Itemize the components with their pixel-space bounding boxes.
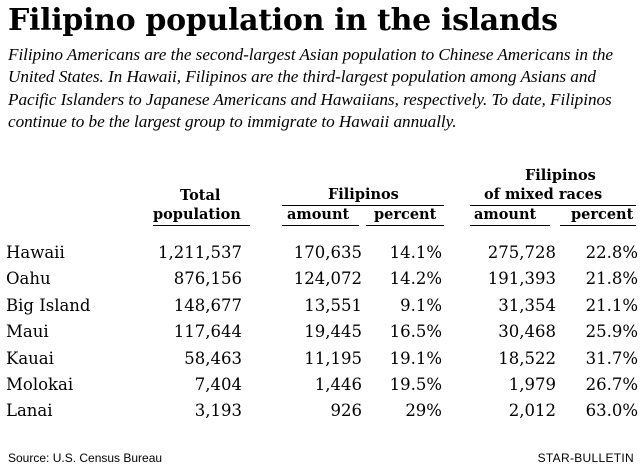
cell-place: Kauai [6, 348, 54, 368]
header-total-underline [153, 225, 250, 226]
cell-filipinos-percent: 19.1% [389, 348, 442, 368]
source-note: Source: U.S. Census Bureau [8, 451, 163, 465]
cell-mixed-percent: 25.9% [585, 322, 638, 342]
intro-paragraph: Filipino Americans are the second-larges… [8, 45, 613, 132]
cell-mixed-amount: 31,354 [498, 295, 556, 315]
cell-total: 7,404 [194, 375, 242, 395]
cell-filipinos-amount: 11,195 [304, 348, 362, 368]
cell-filipinos-percent: 29% [405, 401, 442, 421]
cell-mixed-amount: 2,012 [508, 401, 556, 421]
table-row: Oahu 876,156 124,072 14.2% 191,393 21.8% [6, 266, 638, 292]
population-table: Hawaii 1,211,537 170,635 14.1% 275,728 2… [6, 240, 638, 425]
cell-filipinos-amount: 124,072 [293, 269, 362, 289]
table-row: Molokai 7,404 1,446 19.5% 1,979 26.7% [6, 372, 638, 398]
header-mixed-line2: of mixed races [484, 186, 603, 203]
cell-filipinos-amount: 170,635 [293, 243, 362, 262]
cell-mixed-amount: 30,468 [498, 322, 556, 342]
header-filipinos-amount: amount [287, 206, 350, 223]
cell-place: Hawaii [6, 243, 65, 262]
cell-mixed-percent: 26.7% [585, 375, 638, 395]
cell-mixed-amount: 275,728 [487, 243, 556, 262]
header-mixed-underline [470, 205, 636, 206]
page-title: Filipino population in the islands [8, 3, 558, 38]
header-mixed-percent-underline [560, 225, 636, 226]
cell-mixed-percent: 63.0% [585, 401, 638, 421]
cell-total: 58,463 [184, 348, 242, 368]
cell-place: Molokai [6, 375, 74, 395]
cell-filipinos-amount: 13,551 [304, 295, 362, 315]
cell-mixed-percent: 21.8% [585, 269, 638, 289]
cell-place: Lanai [6, 401, 53, 421]
cell-total: 1,211,537 [158, 243, 242, 262]
cell-total: 148,677 [173, 295, 242, 315]
header-filipinos-percent: percent [374, 206, 437, 223]
cell-filipinos-amount: 1,446 [314, 375, 362, 395]
header-mixed-percent: percent [571, 206, 634, 223]
cell-place: Oahu [6, 269, 51, 289]
cell-filipinos-percent: 16.5% [389, 322, 442, 342]
header-filipinos-underline [282, 205, 444, 206]
header-filipinos-amount-underline [282, 225, 359, 226]
cell-filipinos-percent: 14.2% [389, 269, 442, 289]
cell-filipinos-percent: 19.5% [389, 375, 442, 395]
cell-mixed-amount: 191,393 [487, 269, 556, 289]
cell-total: 3,193 [194, 401, 242, 421]
header-filipinos-percent-underline [366, 225, 444, 226]
cell-total: 117,644 [173, 322, 242, 342]
table-row: Kauai 58,463 11,195 19.1% 18,522 31.7% [6, 346, 638, 372]
cell-mixed-percent: 22.8% [585, 243, 638, 262]
table-row: Maui 117,644 19,445 16.5% 30,468 25.9% [6, 319, 638, 345]
cell-total: 876,156 [173, 269, 242, 289]
header-filipinos: Filipinos [328, 186, 399, 203]
publisher-credit: STAR-BULLETIN [537, 451, 634, 465]
table-row: Hawaii 1,211,537 170,635 14.1% 275,728 2… [6, 240, 638, 266]
table-row: Lanai 3,193 926 29% 2,012 63.0% [6, 398, 638, 424]
header-total-line1: Total [180, 187, 221, 204]
header-total-line2: population [153, 206, 241, 223]
cell-filipinos-amount: 19,445 [304, 322, 362, 342]
header-mixed-line1: Filipinos [525, 167, 596, 184]
cell-mixed-amount: 18,522 [498, 348, 556, 368]
cell-filipinos-percent: 14.1% [389, 243, 442, 262]
cell-mixed-amount: 1,979 [508, 375, 556, 395]
table-row: Big Island 148,677 13,551 9.1% 31,354 21… [6, 293, 638, 319]
cell-place: Maui [6, 322, 49, 342]
header-mixed-amount-underline [470, 225, 550, 226]
cell-place: Big Island [6, 295, 91, 315]
cell-mixed-percent: 21.1% [585, 295, 638, 315]
cell-mixed-percent: 31.7% [585, 348, 638, 368]
cell-filipinos-percent: 9.1% [400, 295, 442, 315]
cell-filipinos-amount: 926 [330, 401, 363, 421]
header-mixed-amount: amount [474, 206, 537, 223]
